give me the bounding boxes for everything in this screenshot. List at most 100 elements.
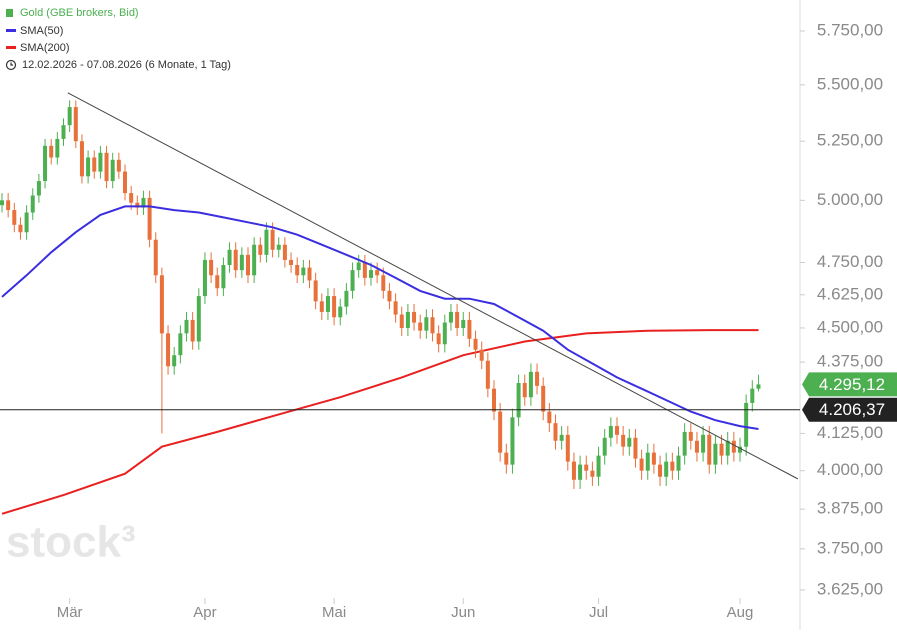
candle-body <box>565 434 570 462</box>
legend-swatch <box>6 29 16 32</box>
candle-body <box>98 152 103 172</box>
x-tick-label: Jun <box>451 604 475 621</box>
candle-body <box>492 388 496 412</box>
candle-body <box>36 181 41 196</box>
x-tick-label: Mär <box>57 604 83 621</box>
candle-body <box>43 145 48 182</box>
candle-body <box>578 464 583 480</box>
candle-body <box>276 244 281 250</box>
clock-icon <box>10 62 13 66</box>
candle-body <box>166 333 171 367</box>
candle-body <box>344 290 349 307</box>
y-tick-label: 5.250,00 <box>817 131 883 150</box>
candle-body <box>0 200 4 206</box>
y-tick-label: 5.750,00 <box>817 20 883 39</box>
y-tick-label: 5.500,00 <box>817 74 883 93</box>
sma-line <box>1 329 759 515</box>
candle-body <box>313 280 318 302</box>
candle-body <box>719 443 724 456</box>
clock-icon <box>5 59 17 71</box>
candle-body <box>535 371 540 386</box>
candle-body <box>750 388 755 403</box>
candle-body <box>479 349 484 361</box>
x-tick-label: Mai <box>322 604 346 621</box>
candle-body <box>24 212 29 233</box>
candle-body <box>147 197 152 240</box>
plot-area <box>0 92 799 515</box>
candle-body <box>688 431 693 441</box>
price-tag <box>802 397 897 422</box>
candle-body <box>418 322 423 331</box>
y-tick-label: 3.625,00 <box>817 579 883 598</box>
candle-body <box>289 259 294 266</box>
candle-body <box>104 152 109 182</box>
candle-body <box>473 338 478 350</box>
candle-body <box>504 452 509 465</box>
candle-body <box>123 171 127 194</box>
candle-body <box>258 244 263 255</box>
candle-body <box>645 452 650 471</box>
candle-body <box>307 267 312 281</box>
candle-body <box>682 431 687 456</box>
candle-body <box>196 296 201 342</box>
candle-body <box>270 229 275 250</box>
candle-body <box>670 461 675 471</box>
candle-body <box>338 306 343 318</box>
candle-body <box>571 461 576 480</box>
candle-body <box>264 229 269 255</box>
candle-body <box>412 311 417 323</box>
candle-body <box>467 319 472 339</box>
candle-body <box>375 270 380 276</box>
candle-body <box>633 437 638 459</box>
candle-body <box>596 455 601 477</box>
legend-label: SMA(50) <box>20 25 63 37</box>
legend: Gold (GBE brokers, Bid) SMA(50) SMA(200)… <box>5 7 231 71</box>
candle-body <box>424 317 429 331</box>
candle-body <box>295 265 300 276</box>
candle-body <box>744 402 749 447</box>
candle-body <box>350 270 355 291</box>
candle-body <box>707 434 712 465</box>
candle-body <box>282 244 287 260</box>
candle-body <box>498 411 503 453</box>
y-tick-label: 5.000,00 <box>817 190 883 209</box>
candle-body <box>12 210 17 225</box>
candle-body <box>590 470 595 477</box>
candle-body <box>664 461 669 477</box>
candle-body <box>356 262 361 271</box>
legend-label: Gold (GBE brokers, Bid) <box>20 7 139 19</box>
candle-body <box>79 141 84 177</box>
legend-swatch <box>6 9 13 17</box>
legend-label: SMA(200) <box>20 42 70 54</box>
candle-body <box>129 193 134 203</box>
candle-body <box>110 159 115 182</box>
candle-body <box>651 452 656 465</box>
candle-body <box>246 254 250 276</box>
date-range: 12.02.2026 - 07.08.2026 (6 Monate, 1 Tag… <box>22 59 231 71</box>
candle-body <box>233 249 238 271</box>
candle-body <box>319 301 324 312</box>
candle-body <box>528 371 533 398</box>
candle-body <box>387 290 392 302</box>
candle-body <box>738 446 742 453</box>
candle-body <box>178 333 183 356</box>
candle-body <box>6 200 11 211</box>
candle-body <box>215 275 220 289</box>
candle-body <box>86 157 91 177</box>
candle-body <box>658 464 663 477</box>
candle-body <box>522 383 527 398</box>
candle-body <box>608 426 613 438</box>
candle-body <box>430 317 435 334</box>
candle-body <box>381 275 386 291</box>
y-tick-label: 4.625,00 <box>817 284 883 303</box>
candle-body <box>184 319 189 334</box>
trendline <box>67 92 799 480</box>
candle-body <box>756 384 761 389</box>
candle-body <box>510 417 515 465</box>
candle-body <box>701 434 706 453</box>
candle-body <box>627 437 632 447</box>
candle-body <box>436 333 441 345</box>
candle-body <box>116 159 121 172</box>
candle-body <box>547 411 552 424</box>
